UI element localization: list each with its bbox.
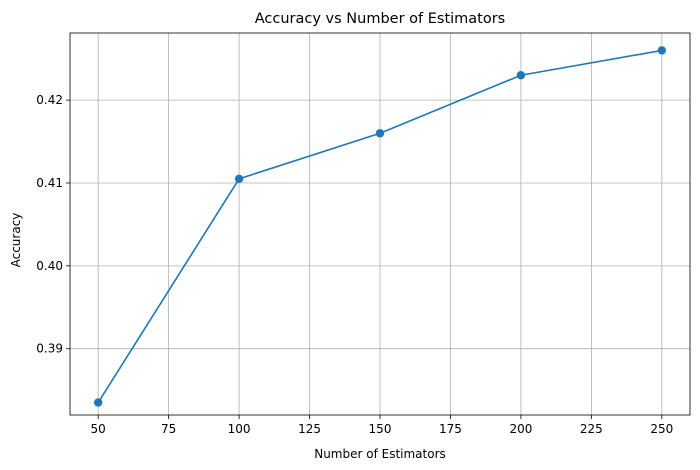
chart-title: Accuracy vs Number of Estimators [255,11,506,27]
data-point [516,71,526,80]
data-point [657,46,667,55]
x-tick-label: 150 [369,422,392,436]
y-tick-label: 0.39 [36,342,63,356]
x-tick-label: 175 [439,422,462,436]
series-layer [93,46,667,407]
x-tick-label: 125 [298,422,321,436]
tick-layer: 50 75 100 125 150 175 200 225 250 0.39 0.40 0.41 0.4… [36,93,673,436]
x-tick-label: 50 [91,422,106,436]
x-tick-label: 200 [509,422,532,436]
x-tick-label: 225 [580,422,603,436]
data-point [93,398,103,407]
data-point [234,174,244,184]
x-tick-label: 75 [161,422,176,436]
y-tick-label: 0.40 [36,259,63,273]
data-point [375,129,385,138]
x-tick-label: 250 [650,422,673,436]
y-tick-label: 0.42 [36,93,63,107]
x-tick-label: 100 [228,422,251,436]
y-tick-label: 0.41 [36,176,63,190]
x-axis-label: Number of Estimators [314,447,446,461]
grid-layer [70,33,690,415]
y-axis-label: Accuracy [9,213,23,268]
